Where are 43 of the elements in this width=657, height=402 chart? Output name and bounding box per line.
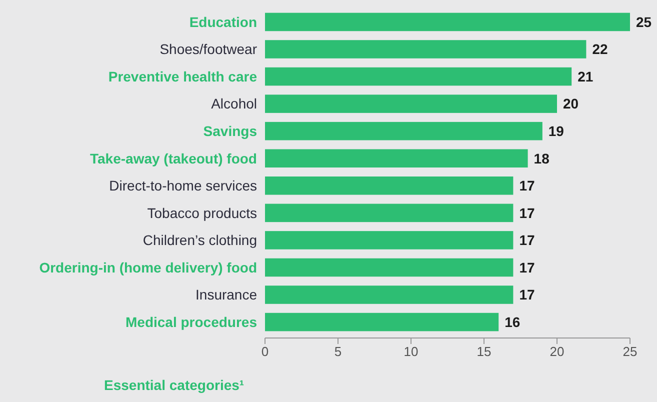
bar [265,40,586,58]
data-label: 17 [519,232,535,248]
bar [265,312,499,332]
data-label: 20 [563,96,579,112]
data-label: 25 [636,14,652,30]
data-label: 19 [548,122,564,139]
bar [265,94,557,113]
x-tick-label: 25 [622,344,638,360]
x-tick-label: 5 [334,344,342,360]
bar [265,12,630,32]
bar [265,286,514,304]
bar [265,258,514,277]
data-label: 17 [519,259,535,276]
y-tick-label: Take-away (takeout) food [90,150,257,166]
data-label: 21 [578,68,594,84]
bar [265,176,514,195]
y-tick-label: Tobacco products [147,204,257,221]
y-tick-label: Education [189,14,257,30]
data-label: 22 [592,41,608,58]
y-tick-label: Medical procedures [126,314,258,330]
data-label: 17 [519,204,535,221]
y-tick-label: Savings [203,122,258,139]
x-tick-label: 10 [404,344,418,360]
x-tick-label: 0 [261,344,269,360]
data-label: 17 [519,178,535,194]
x-tick-label: 15 [476,344,492,360]
bar [265,149,528,168]
bar [265,231,514,250]
data-label: 16 [504,314,520,330]
bar [265,67,572,86]
y-tick-label: Alcohol [211,96,257,112]
y-tick-label: Preventive health care [108,68,258,84]
bar [265,204,514,222]
data-label: 17 [519,286,535,303]
x-tick-label: 20 [550,344,564,360]
bar [265,122,542,140]
y-tick-label: Children’s clothing [142,232,257,248]
text: Essential categories¹ [104,377,244,393]
data-label: 18 [534,150,550,166]
y-tick-label: Shoes/footwear [160,41,258,58]
y-tick-label: Ordering-in (home delivery) food [39,259,257,276]
y-tick-label: Insurance [196,286,258,303]
y-tick-label: Direct-to-home services [109,178,257,194]
